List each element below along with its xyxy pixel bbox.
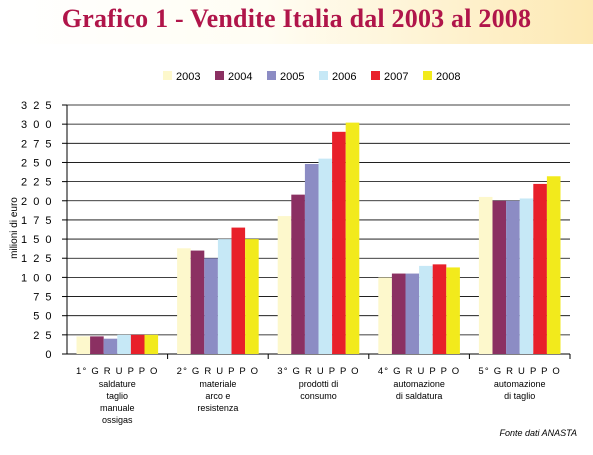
legend-label-2007: 2007 bbox=[384, 71, 408, 83]
bar-2004 bbox=[190, 250, 205, 354]
y-axis-label: milioni di euro bbox=[9, 197, 20, 259]
bar-2003 bbox=[277, 216, 292, 354]
bar-2007 bbox=[332, 131, 346, 354]
bar-2004 bbox=[90, 336, 104, 354]
bar-2007 bbox=[130, 334, 145, 354]
source-note: Fonte dati ANASTA bbox=[499, 428, 577, 438]
bar-2004 bbox=[492, 200, 507, 354]
category-subtitle: automazione bbox=[393, 379, 445, 389]
category-subtitle: materiale bbox=[199, 379, 236, 389]
y-tick-label: 3 0 0 bbox=[21, 119, 53, 131]
category-title: 4° G R U P P O bbox=[378, 366, 461, 377]
bar-2005 bbox=[103, 338, 118, 354]
y-tick-label: 2 2 5 bbox=[21, 177, 53, 189]
category-subtitle: arco e bbox=[205, 391, 230, 401]
bar-2004 bbox=[391, 273, 406, 354]
category-subtitle: di taglio bbox=[504, 391, 535, 401]
bar-2003 bbox=[177, 248, 191, 354]
category-subtitle: manuale bbox=[100, 403, 135, 413]
bar-2008 bbox=[546, 176, 561, 354]
bar-2004 bbox=[291, 194, 305, 354]
y-tick-label: 1 2 5 bbox=[21, 253, 53, 265]
bar-2003 bbox=[478, 196, 493, 354]
y-tick-label: 5 0 bbox=[33, 311, 53, 323]
bar-2007 bbox=[432, 264, 447, 354]
bar-2008 bbox=[245, 239, 259, 354]
category-title: 3° G R U P P O bbox=[277, 366, 360, 377]
legend-label-2003: 2003 bbox=[176, 71, 200, 83]
bars bbox=[76, 122, 561, 354]
category-subtitle: prodotti di bbox=[299, 379, 339, 389]
bar-2006 bbox=[318, 158, 333, 354]
bar-2006 bbox=[519, 198, 534, 354]
category-subtitle: resistenza bbox=[197, 403, 238, 413]
category-subtitle: automazione bbox=[494, 379, 546, 389]
legend-label-2004: 2004 bbox=[228, 71, 252, 83]
legend-label-2005: 2005 bbox=[280, 71, 304, 83]
category-subtitle: ossigas bbox=[102, 415, 133, 425]
axes bbox=[62, 104, 571, 359]
category-subtitle: taglio bbox=[107, 391, 129, 401]
legend-swatch-2004 bbox=[215, 71, 224, 80]
legend: 2003 2004 2005 2006 2007 2008 bbox=[163, 71, 460, 83]
legend-swatch-2008 bbox=[423, 71, 432, 80]
bar-2003 bbox=[76, 336, 91, 354]
title-band bbox=[0, 0, 593, 44]
bar-2005 bbox=[506, 200, 520, 354]
y-tick-label: 1 0 0 bbox=[21, 272, 53, 284]
bar-2006 bbox=[217, 239, 232, 354]
bar-2003 bbox=[378, 277, 392, 354]
y-tick-labels: 0 2 5 5 0 7 5 1 0 0 1 2 5 1 5 0 1 7 5 2 0 0 2 2 5… bbox=[21, 100, 53, 361]
y-tick-label: 2 5 bbox=[33, 330, 53, 342]
y-tick-label: 2 0 0 bbox=[21, 196, 53, 208]
legend-label-2006: 2006 bbox=[332, 71, 356, 83]
legend-swatch-2007 bbox=[371, 71, 380, 80]
y-tick-label: 1 7 5 bbox=[21, 215, 53, 227]
bar-2005 bbox=[405, 273, 420, 354]
page-title: Grafico 1 - Vendite Italia dal 2003 al 2… bbox=[61, 4, 532, 33]
y-tick-label: 1 5 0 bbox=[21, 234, 53, 246]
bar-2006 bbox=[117, 334, 131, 354]
category-subtitle: saldature bbox=[99, 379, 136, 389]
y-tick-label: 3 2 5 bbox=[21, 100, 53, 112]
bar-2007 bbox=[231, 227, 246, 354]
bar-2006 bbox=[419, 265, 433, 354]
bar-2005 bbox=[204, 258, 218, 354]
bar-2008 bbox=[144, 334, 159, 354]
bar-2005 bbox=[304, 163, 319, 354]
category-title: 1° G R U P P O bbox=[76, 366, 159, 377]
category-subtitle: di saldatura bbox=[396, 391, 443, 401]
y-tick-label: 7 5 bbox=[33, 292, 53, 304]
y-tick-label: 2 5 0 bbox=[21, 157, 53, 169]
legend-swatch-2005 bbox=[267, 71, 276, 80]
category-title: 2° G R U P P O bbox=[177, 366, 260, 377]
bar-2008 bbox=[446, 267, 460, 354]
category-labels: 1° G R U P P O saldature taglio manuale ossi… bbox=[76, 366, 561, 425]
legend-swatch-2006 bbox=[319, 71, 328, 80]
category-subtitle: consumo bbox=[300, 391, 337, 401]
legend-label-2008: 2008 bbox=[436, 71, 460, 83]
y-tick-label: 0 bbox=[45, 349, 53, 361]
legend-swatch-2003 bbox=[163, 71, 172, 80]
bar-2007 bbox=[533, 183, 547, 354]
bar-2008 bbox=[345, 122, 360, 354]
category-title: 5° G R U P P O bbox=[478, 366, 561, 377]
y-tick-label: 2 7 5 bbox=[21, 138, 53, 150]
